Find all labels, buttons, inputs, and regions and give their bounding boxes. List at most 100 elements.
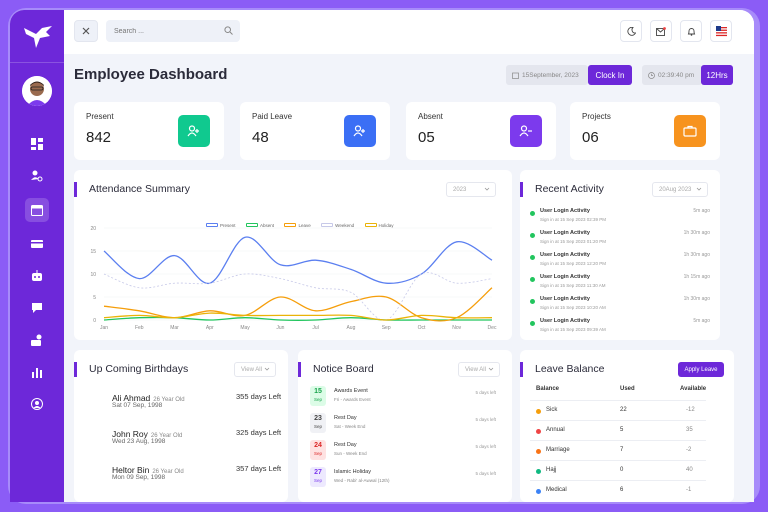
- card-title: Attendance Summary: [74, 182, 190, 197]
- sidebar-item-dashboard[interactable]: [25, 132, 49, 156]
- search-input[interactable]: [106, 20, 240, 42]
- mail-button[interactable]: [650, 20, 672, 42]
- status-dot: [530, 277, 535, 282]
- birthdays-view-all-dropdown[interactable]: View All: [234, 362, 276, 377]
- y-tick-label: 0: [93, 318, 96, 324]
- sidebar-item-bot[interactable]: [25, 264, 49, 288]
- birthday-date: Sat 07 Sep, 1998: [112, 402, 163, 409]
- x-tick-label: Sep: [382, 325, 391, 331]
- chat-icon: [32, 303, 42, 313]
- stat-label: Absent: [418, 112, 443, 121]
- birthday-name: Ali Ahmad: [112, 393, 151, 403]
- hours-badge: 12Hrs: [701, 65, 733, 85]
- leave-type: Medical: [546, 487, 567, 493]
- birthday-age: 26 Year Old: [153, 397, 185, 403]
- notice-item[interactable]: 27 Sep Islamic Holiday Wed - Rabi' al-Aww…: [310, 467, 496, 489]
- card-title: Recent Activity: [520, 182, 604, 197]
- status-dot: [530, 299, 535, 304]
- sidebar-item-profile[interactable]: [25, 392, 49, 416]
- notice-time: 5 days left: [475, 390, 496, 395]
- activity-sub: Sign in at 15 Sep 2023 12:20 PM: [540, 261, 607, 266]
- sidebar-item-calendar[interactable]: [25, 198, 49, 222]
- birthday-item[interactable]: Heltor Bin 26 Year Old Mon 09 Sep, 1998 3…: [112, 460, 282, 488]
- leave-color-dot: [536, 469, 541, 474]
- bar-chart-icon: [32, 368, 42, 378]
- notice-title: Rest Day: [334, 415, 357, 421]
- notice-sub: Fri - Awards Event: [334, 397, 371, 402]
- notice-item[interactable]: 24 Sep Rest Day Sun - Week End 5 days lef…: [310, 440, 496, 462]
- activity-date-dropdown[interactable]: 20Aug 2023: [652, 182, 708, 197]
- status-dot: [530, 321, 535, 326]
- series-line-holiday[interactable]: [103, 312, 493, 321]
- leave-available: -1: [686, 487, 692, 493]
- card-title: Leave Balance: [520, 362, 604, 377]
- avatar[interactable]: [22, 76, 52, 106]
- logo-icon[interactable]: [22, 24, 54, 50]
- language-button[interactable]: [710, 20, 732, 42]
- sidebar-divider: [10, 62, 64, 63]
- birthday-item[interactable]: Ali Ahmad 26 Year Old Sat 07 Sep, 1998 35…: [112, 388, 282, 416]
- leave-used: 22: [620, 407, 627, 413]
- notifications-button[interactable]: [680, 20, 702, 42]
- birthday-item[interactable]: John Roy 26 Year Old Wed 23 Aug, 1998 325…: [112, 424, 282, 452]
- stat-card-paid-leave: Paid Leave 48: [240, 102, 390, 160]
- page-title: Employee Dashboard: [74, 66, 228, 83]
- leave-type: Marriage: [546, 447, 570, 453]
- x-tick-label: Dec: [488, 325, 497, 331]
- stat-value: 48: [252, 129, 269, 146]
- stat-icon-projects: [674, 115, 706, 147]
- sidebar-item-team[interactable]: [25, 328, 49, 352]
- y-tick-label: 10: [90, 272, 96, 278]
- legend-item-holiday[interactable]: Holiday: [364, 223, 394, 228]
- notice-time: 5 days left: [475, 417, 496, 422]
- activity-item[interactable]: User Login Activity Sign in at 15 Sep 202…: [530, 208, 710, 228]
- stat-card-absent: Absent 05: [406, 102, 556, 160]
- birthday-date: Mon 09 Sep, 1998: [112, 474, 166, 481]
- x-tick-label: Oct: [418, 325, 426, 331]
- search-icon[interactable]: [224, 26, 233, 35]
- activity-item[interactable]: User Login Activity Sign in at 15 Sep 202…: [530, 296, 710, 316]
- year-dropdown[interactable]: 2023: [446, 182, 496, 197]
- leave-color-dot: [536, 449, 541, 454]
- activity-date-value: 20Aug 2023: [659, 186, 692, 193]
- activity-item[interactable]: User Login Activity Sign in at 15 Sep 202…: [530, 252, 710, 272]
- legend-item-present[interactable]: Present: [206, 223, 236, 228]
- stat-value: 842: [86, 129, 112, 146]
- sidebar-item-user-search[interactable]: [25, 164, 49, 188]
- notice-item[interactable]: 23 Sep Rest Day Sat - Week End 5 days lef…: [310, 413, 496, 435]
- notice-sub: Sun - Week End: [334, 451, 367, 456]
- legend-item-absent[interactable]: Absent: [245, 223, 274, 228]
- activity-item[interactable]: User Login Activity Sign in at 15 Sep 202…: [530, 274, 710, 294]
- recent-activity-card: Recent Activity 20Aug 2023 User Login Ac…: [520, 170, 720, 340]
- activity-sub: Sign in at 15 Sep 2023 01:20 PM: [540, 239, 607, 244]
- activity-item[interactable]: User Login Activity Sign in at 15 Sep 202…: [530, 318, 710, 338]
- x-tick-label: Jun: [276, 325, 284, 331]
- sidebar-item-messages[interactable]: [25, 296, 49, 320]
- theme-toggle-button[interactable]: [620, 20, 642, 42]
- stat-value: 06: [582, 129, 599, 146]
- activity-item[interactable]: User Login Activity Sign in at 15 Sep 202…: [530, 230, 710, 250]
- close-button[interactable]: [74, 20, 98, 42]
- clock-in-button[interactable]: Clock In: [588, 65, 632, 85]
- activity-sub: Sign in at 15 Sep 2023 11:30 AM: [540, 283, 606, 288]
- legend-item-weekend[interactable]: Weekend: [321, 223, 354, 228]
- robot-icon: [32, 270, 42, 281]
- activity-title: User Login Activity: [540, 208, 590, 214]
- y-tick-label: 5: [93, 295, 96, 301]
- sidebar-item-payments[interactable]: [25, 232, 49, 256]
- notices-view-all-dropdown[interactable]: View All: [458, 362, 500, 377]
- notice-item[interactable]: 15 Sep Awards Event Fri - Awards Event 5 …: [310, 386, 496, 408]
- stat-value: 05: [418, 129, 435, 146]
- stat-label: Projects: [582, 112, 611, 121]
- series-line-weekend[interactable]: [103, 272, 493, 321]
- apply-leave-button[interactable]: Apply Leave: [678, 362, 724, 377]
- series-line-present[interactable]: [103, 236, 493, 284]
- card-title: Up Coming Birthdays: [74, 362, 188, 377]
- x-tick-label: Apr: [206, 325, 214, 331]
- sidebar-item-reports[interactable]: [25, 360, 49, 384]
- year-value: 2023: [453, 186, 467, 193]
- y-tick-label: 15: [90, 249, 96, 255]
- stat-icon-paid-leave: [344, 115, 376, 147]
- stat-icon-present: [178, 115, 210, 147]
- legend-item-leave[interactable]: Leave: [284, 223, 311, 228]
